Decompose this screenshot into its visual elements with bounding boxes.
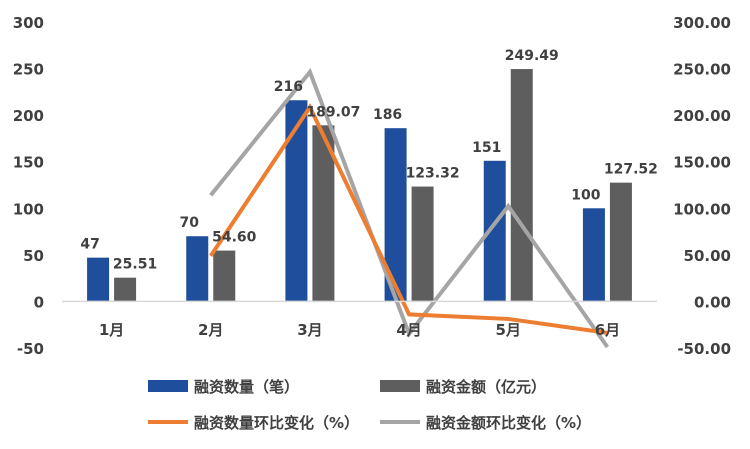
y-left-tick-50: 50 <box>23 247 44 265</box>
label-amount-4: 123.32 <box>406 166 460 182</box>
bar-count-5 <box>483 160 506 302</box>
bar-series-group <box>87 69 632 302</box>
x-tick-4: 4月 <box>396 321 421 339</box>
bar-data-labels: 47 70 216 186 151 100 25.51 54.60 189.07 123.32 24… <box>80 48 658 273</box>
y-left-tick-150: 150 <box>13 154 44 172</box>
legend-label-4: 融资金额环比变化（%） <box>426 414 591 432</box>
label-amount-2: 54.60 <box>212 230 257 246</box>
bar-count-6 <box>582 208 605 302</box>
x-axis-tick-labels: 1月 2月 3月 4月 5月 6月 <box>99 321 620 339</box>
legend-swatch-1 <box>148 380 188 392</box>
bar-amount-5 <box>510 69 533 302</box>
bar-amount-2 <box>213 250 236 302</box>
label-count-1: 47 <box>80 237 99 253</box>
bar-count-4 <box>384 128 407 302</box>
label-amount-3: 189.07 <box>306 104 360 120</box>
x-tick-2: 2月 <box>198 321 223 339</box>
label-amount-5: 249.49 <box>505 48 559 64</box>
bar-amount-4 <box>411 186 434 302</box>
label-count-3: 216 <box>274 79 303 95</box>
label-count-5: 151 <box>472 140 501 156</box>
bar-amount-6 <box>609 182 632 302</box>
y-right-tick-250-00: 250.00 <box>673 61 731 79</box>
bar-count-2 <box>186 236 209 302</box>
y-axis-right: -50.00 0.00 50.00 100.00 150.00 200.00 250.00 3… <box>673 14 731 358</box>
y-left-tick-100: 100 <box>13 200 44 218</box>
bar-count-1 <box>87 257 110 302</box>
y-right-tick-0-00: 0.00 <box>694 293 731 311</box>
bar-amount-3 <box>312 125 335 302</box>
y-right-tick-150-00: 150.00 <box>673 154 731 172</box>
label-count-2: 70 <box>180 215 200 231</box>
label-amount-1: 25.51 <box>113 257 157 273</box>
y-left-tick-250: 250 <box>13 61 44 79</box>
y-left-tick-300: 300 <box>13 14 44 32</box>
legend: 融资数量（笔） 融资金额（亿元） 融资数量环比变化（%） 融资金额环比变化（%） <box>148 378 591 432</box>
label-count-6: 100 <box>571 187 600 203</box>
line-count-change <box>209 103 608 335</box>
bar-amount-1 <box>114 277 137 302</box>
y-right-tick-300-00: 300.00 <box>673 14 731 32</box>
line-series-group <box>209 68 610 349</box>
y-axis-left: -50 0 50 100 150 200 250 300 <box>13 14 44 358</box>
y-left-tick-0: 0 <box>34 293 44 311</box>
legend-label-3: 融资数量环比变化（%） <box>194 414 359 432</box>
legend-label-1: 融资数量（笔） <box>194 378 299 396</box>
x-tick-5: 5月 <box>496 321 521 339</box>
y-right-tick--50-00: -50.00 <box>677 340 731 358</box>
x-tick-3: 3月 <box>297 321 322 339</box>
y-right-tick-200-00: 200.00 <box>673 107 731 125</box>
y-right-tick-100-00: 100.00 <box>673 200 731 218</box>
y-left-tick-200: 200 <box>13 107 44 125</box>
legend-label-2: 融资金额（亿元） <box>426 378 546 396</box>
bar-count-3 <box>285 100 308 302</box>
y-right-tick-50-00: 50.00 <box>684 247 731 265</box>
legend-swatch-2 <box>380 380 420 392</box>
x-tick-6: 6月 <box>595 321 620 339</box>
label-count-4: 186 <box>373 107 402 123</box>
label-amount-6: 127.52 <box>604 162 658 178</box>
x-tick-1: 1月 <box>99 321 124 339</box>
y-left-tick--50: -50 <box>17 340 44 358</box>
line-amount-change <box>209 68 610 349</box>
